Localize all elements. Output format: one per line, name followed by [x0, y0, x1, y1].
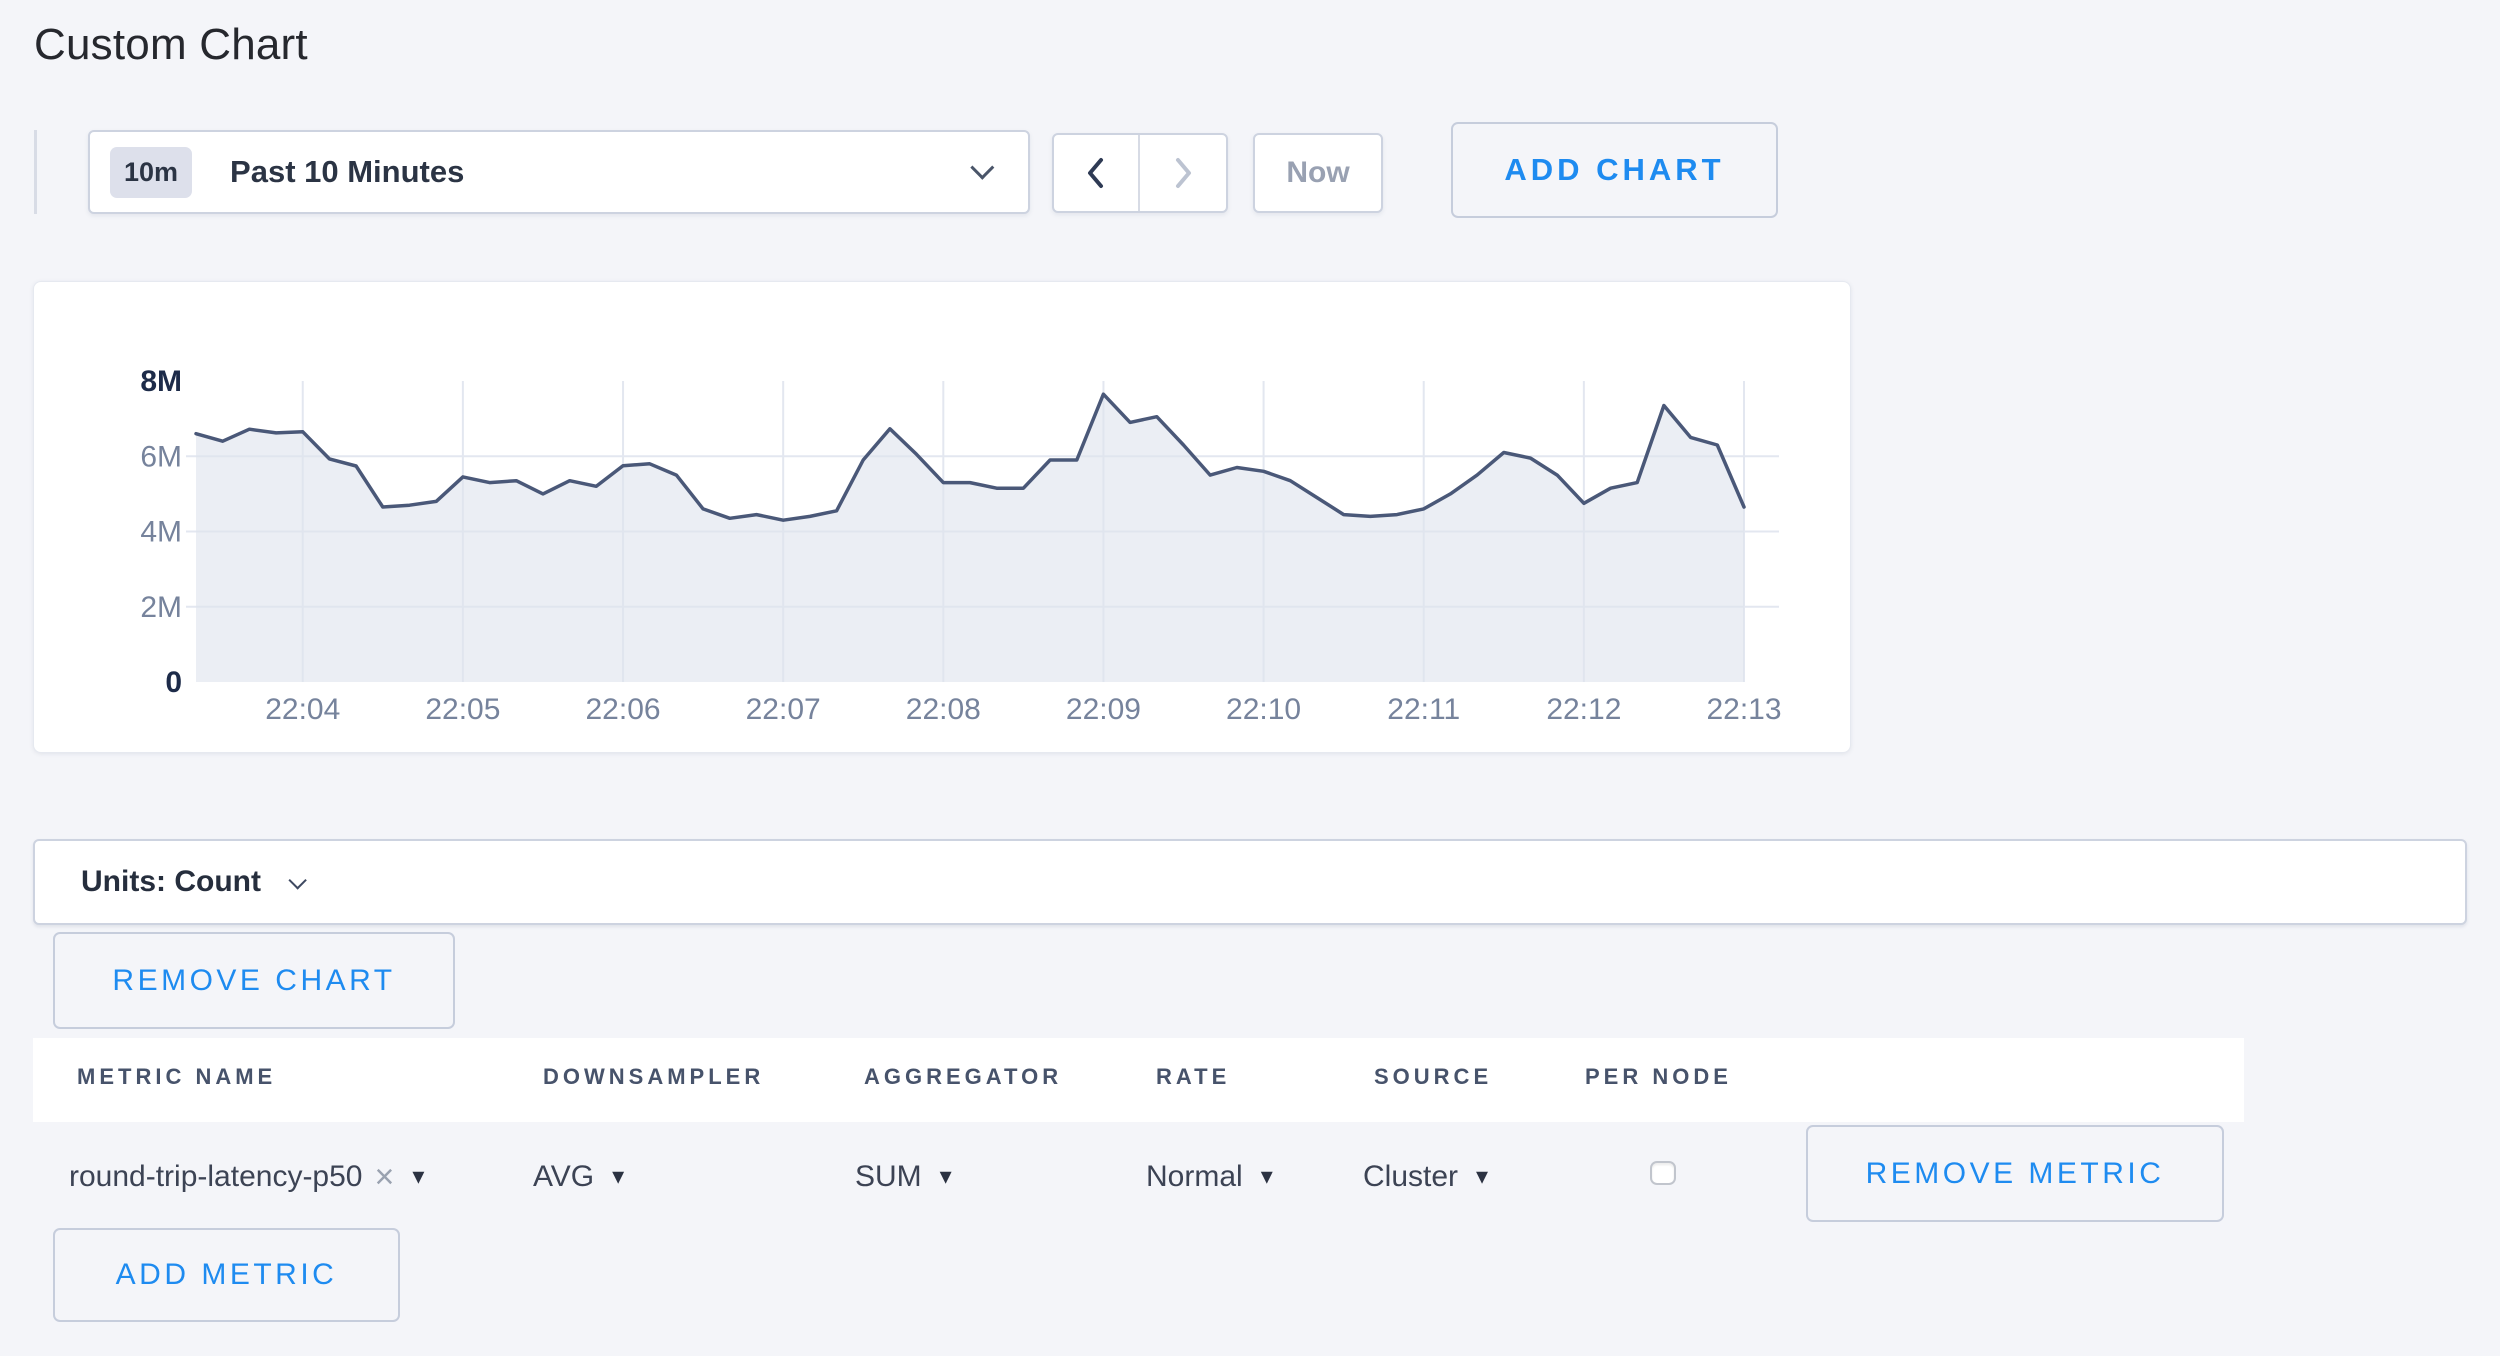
svg-text:22:12: 22:12	[1546, 693, 1621, 726]
svg-text:22:07: 22:07	[746, 693, 821, 726]
col-header-source: SOURCE	[1374, 1064, 1493, 1089]
add-metric-button[interactable]: ADD METRIC	[53, 1228, 400, 1322]
col-header-aggregator: AGGREGATOR	[864, 1064, 1063, 1089]
units-dropdown[interactable]: Units: Count	[33, 839, 2467, 925]
prev-time-button[interactable]	[1054, 135, 1140, 211]
svg-text:2M: 2M	[140, 591, 182, 624]
caret-down-icon: ▾	[939, 1163, 952, 1190]
units-label: Units: Count	[81, 865, 261, 898]
time-nav-arrows	[1052, 133, 1228, 213]
downsampler-select[interactable]: AVG ▾	[533, 1122, 624, 1232]
svg-text:4M: 4M	[140, 516, 182, 549]
svg-text:22:09: 22:09	[1066, 693, 1141, 726]
chevron-down-icon	[970, 155, 995, 180]
svg-text:22:05: 22:05	[425, 693, 500, 726]
timeseries-area-chart[interactable]: 0 2M 4M 6M 8M 22:04 22:05 22:06 22:07 22:08 22:09 2…	[34, 282, 1852, 754]
metric-name-value: round-trip-latency-p50	[69, 1160, 363, 1193]
svg-text:22:13: 22:13	[1706, 693, 1781, 726]
aggregator-select[interactable]: SUM ▾	[855, 1122, 952, 1232]
chevron-right-icon	[1176, 158, 1191, 188]
time-range-dropdown[interactable]: 10m Past 10 Minutes	[88, 130, 1030, 214]
svg-text:22:04: 22:04	[265, 693, 340, 726]
rate-select[interactable]: Normal ▾	[1146, 1122, 1273, 1232]
caret-down-icon: ▾	[1476, 1163, 1489, 1190]
time-range-label: Past 10 Minutes	[230, 154, 465, 189]
svg-text:22:06: 22:06	[585, 693, 660, 726]
chevron-down-icon	[288, 870, 307, 890]
svg-text:22:10: 22:10	[1226, 693, 1301, 726]
caret-down-icon: ▾	[612, 1163, 625, 1190]
page-title: Custom Chart	[34, 20, 308, 69]
next-time-button[interactable]	[1140, 135, 1226, 211]
col-header-rate: RATE	[1156, 1064, 1231, 1089]
remove-metric-button[interactable]: REMOVE METRIC	[1806, 1125, 2224, 1222]
source-select[interactable]: Cluster ▾	[1363, 1122, 1488, 1232]
chart-card: 0 2M 4M 6M 8M 22:04 22:05 22:06 22:07 22:08 22:09 2…	[33, 281, 1851, 753]
per-node-checkbox[interactable]	[1650, 1161, 1676, 1185]
svg-text:8M: 8M	[140, 365, 182, 398]
caret-down-icon: ▾	[1260, 1163, 1273, 1190]
col-header-metric-name: METRIC NAME	[77, 1064, 277, 1089]
toolbar-accent-divider	[34, 130, 37, 214]
now-button[interactable]: Now	[1253, 133, 1383, 213]
downsampler-value: AVG	[533, 1160, 595, 1193]
caret-down-icon: ▾	[412, 1163, 425, 1190]
metric-row: round-trip-latency-p50 × ▾ AVG ▾ SUM ▾ N…	[33, 1122, 2467, 1232]
time-range-badge: 10m	[110, 146, 193, 198]
rate-value: Normal	[1146, 1160, 1243, 1193]
metric-name-select[interactable]: round-trip-latency-p50 × ▾	[69, 1122, 424, 1232]
add-chart-button[interactable]: ADD CHART	[1451, 122, 1778, 218]
svg-text:6M: 6M	[140, 440, 182, 473]
chevron-left-icon	[1088, 158, 1103, 188]
metrics-table-header: METRIC NAME DOWNSAMPLER AGGREGATOR RATE …	[33, 1038, 2244, 1122]
col-header-downsampler: DOWNSAMPLER	[543, 1064, 765, 1089]
col-header-per-node: PER NODE	[1585, 1064, 1732, 1089]
source-value: Cluster	[1363, 1160, 1459, 1193]
svg-text:0: 0	[165, 666, 182, 699]
close-icon[interactable]: ×	[374, 1158, 395, 1196]
aggregator-value: SUM	[855, 1160, 922, 1193]
svg-text:22:11: 22:11	[1387, 693, 1460, 726]
svg-text:22:08: 22:08	[906, 693, 981, 726]
remove-chart-button[interactable]: REMOVE CHART	[53, 932, 455, 1029]
